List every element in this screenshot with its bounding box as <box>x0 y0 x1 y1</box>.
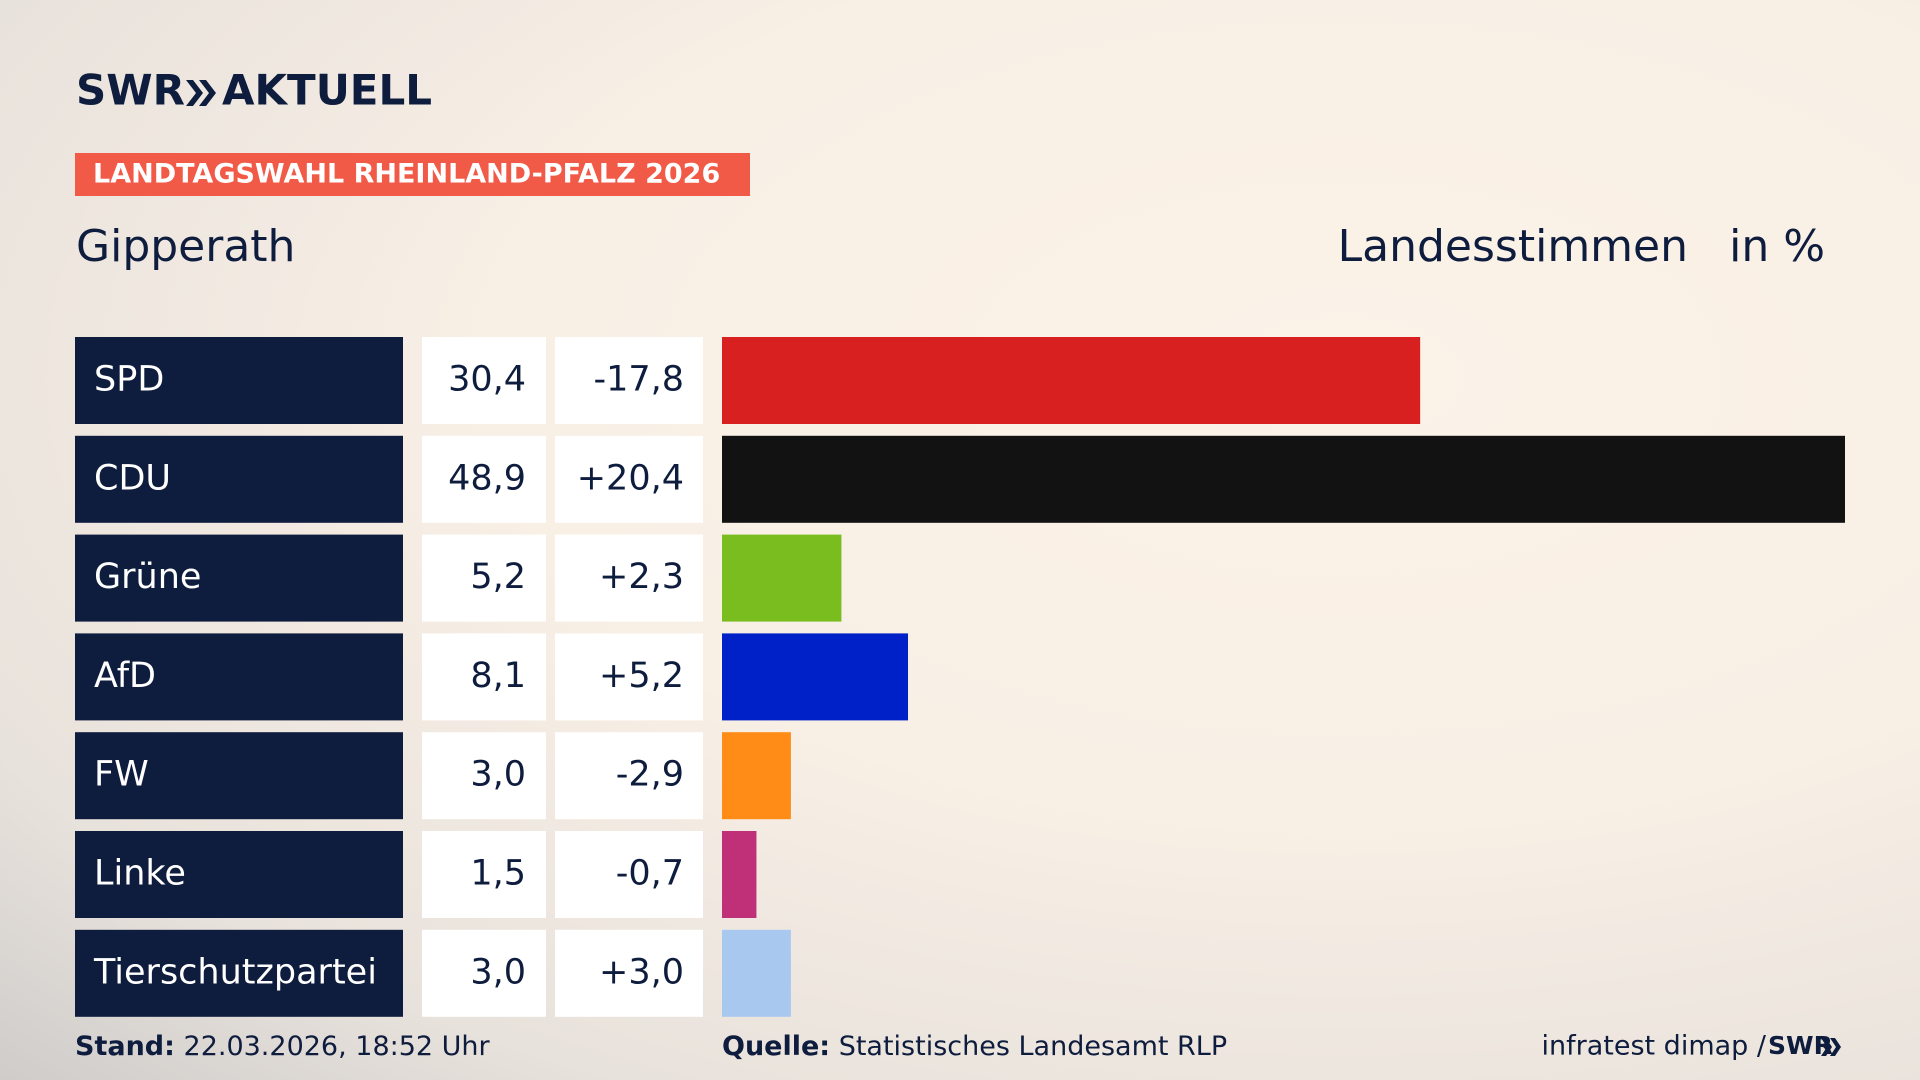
date: 22.03.2026, 18:52 Uhr <box>184 1031 491 1062</box>
brand-suffix: AKTUELL <box>222 66 432 115</box>
chart-title: Gipperath <box>76 221 295 272</box>
category-label: Linke <box>94 854 186 894</box>
brand: SWR <box>76 66 185 115</box>
bar <box>722 337 1421 424</box>
change-box <box>555 732 703 820</box>
name-box <box>75 633 403 721</box>
change-label: +2,3 <box>599 557 684 597</box>
change-label: +20,4 <box>577 458 684 498</box>
category-label: FW <box>94 755 149 795</box>
source-label: Quelle: <box>722 1031 830 1062</box>
change-box <box>555 337 703 424</box>
credit-chevrons <box>1821 1038 1841 1056</box>
source: Statistisches Landesamt RLP <box>839 1031 1227 1062</box>
name-box <box>75 534 403 622</box>
change-label: -0,7 <box>616 854 684 894</box>
category-label: SPD <box>94 360 164 400</box>
value-box <box>422 534 546 622</box>
value-label: 1,5 <box>470 854 526 894</box>
unit: in % <box>1729 221 1825 272</box>
change-box <box>555 831 703 918</box>
date-label: Stand: <box>75 1031 175 1062</box>
name-box <box>75 732 403 820</box>
kicker: LANDTAGSWAHL RHEINLAND-PFALZ 2026 <box>93 159 720 190</box>
change-box <box>555 929 703 1017</box>
value-label: 48,9 <box>448 458 526 498</box>
bar <box>722 633 909 721</box>
value-label: 30,4 <box>448 360 526 400</box>
value-label: 3,0 <box>470 755 526 795</box>
category-label: Grüne <box>94 557 201 597</box>
change-label: -2,9 <box>616 755 684 795</box>
value-label: 3,0 <box>470 952 526 992</box>
change-box <box>555 435 703 523</box>
name-box <box>75 929 403 1017</box>
footer-source: Quelle: Statistisches Landesamt RLP <box>722 1031 1227 1062</box>
value-box <box>422 831 546 918</box>
value-box <box>422 435 546 523</box>
kicker-box <box>75 153 750 196</box>
name-box <box>75 337 403 424</box>
category-label: CDU <box>94 458 171 498</box>
change-box <box>555 534 703 622</box>
value-label: 5,2 <box>470 557 526 597</box>
bar <box>722 831 757 918</box>
change-label: +5,2 <box>599 656 684 696</box>
change-box <box>555 633 703 721</box>
name-box <box>75 831 403 918</box>
bar <box>722 732 791 820</box>
bar <box>722 929 791 1017</box>
value-box <box>422 732 546 820</box>
bar <box>722 534 842 622</box>
category-label: AfD <box>94 656 156 696</box>
category-label: Tierschutzpartei <box>93 952 377 992</box>
change-label: +3,0 <box>599 952 684 992</box>
footer-date: Stand: 22.03.2026, 18:52 Uhr <box>75 1031 491 1062</box>
change-label: -17,8 <box>593 360 684 400</box>
value-title: Landesstimmen <box>1338 221 1688 272</box>
value-box <box>422 337 546 424</box>
value-box <box>422 633 546 721</box>
bar <box>722 435 1845 523</box>
credit: infratest dimap / <box>1541 1031 1766 1062</box>
brand-chevrons <box>186 80 216 106</box>
name-box <box>75 435 403 523</box>
value-box <box>422 929 546 1017</box>
value-label: 8,1 <box>470 656 526 696</box>
